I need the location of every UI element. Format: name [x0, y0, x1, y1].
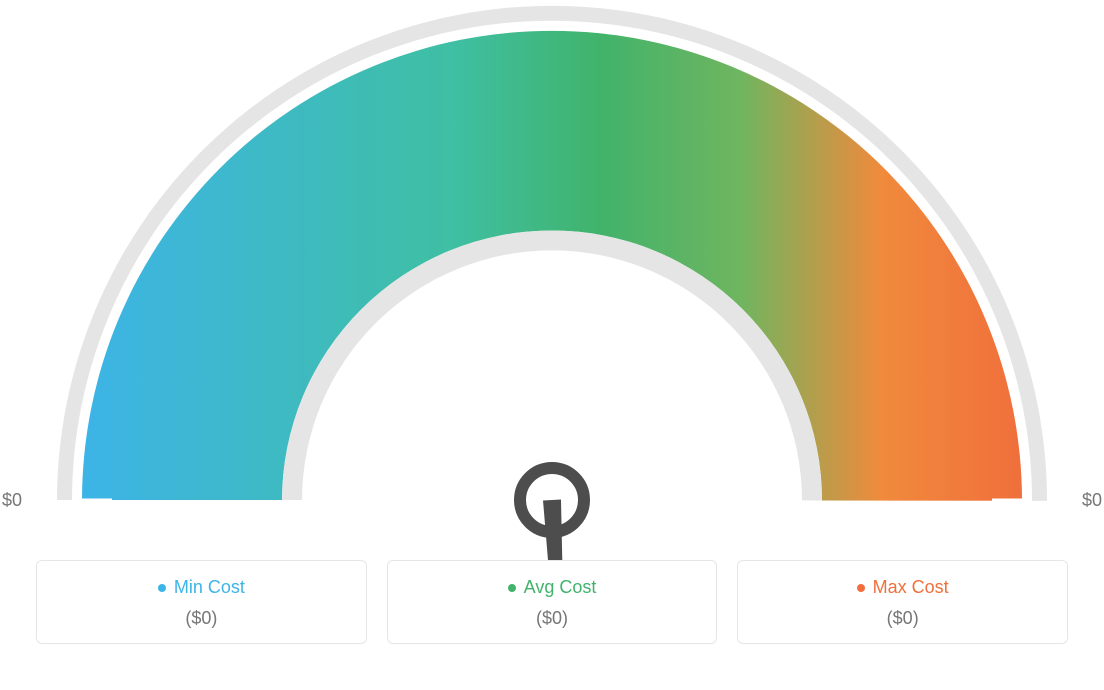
legend-card: Min Cost ($0)	[36, 560, 367, 644]
legend-dot-icon	[158, 584, 166, 592]
legend-dot-icon	[857, 584, 865, 592]
legend-value: ($0)	[738, 608, 1067, 629]
legend-card: Avg Cost ($0)	[387, 560, 718, 644]
legend-title: Min Cost	[158, 577, 245, 598]
minor-tick	[1000, 547, 1020, 549]
legend-label: Avg Cost	[524, 577, 597, 598]
legend-title: Avg Cost	[508, 577, 597, 598]
legend-row: Min Cost ($0) Avg Cost ($0) Max Cost ($0)	[0, 560, 1104, 644]
tick-label: $0	[2, 490, 22, 510]
gauge-area: $0$0$0$0$0$0$0	[0, 0, 1104, 550]
legend-value: ($0)	[37, 608, 366, 629]
legend-card: Max Cost ($0)	[737, 560, 1068, 644]
gauge-svg: $0$0$0$0$0$0$0	[0, 0, 1104, 560]
legend-label: Max Cost	[873, 577, 949, 598]
gauge-chart-container: $0$0$0$0$0$0$0 Min Cost($0)Avg Cost($0)M…	[0, 0, 1104, 690]
legend-title: Max Cost	[857, 577, 949, 598]
color-arc	[82, 31, 1022, 501]
legend-value: ($0)	[388, 608, 717, 629]
minor-tick	[85, 547, 105, 549]
tick-label: $0	[1082, 490, 1102, 510]
legend-dot-icon	[508, 584, 516, 592]
legend-label: Min Cost	[174, 577, 245, 598]
